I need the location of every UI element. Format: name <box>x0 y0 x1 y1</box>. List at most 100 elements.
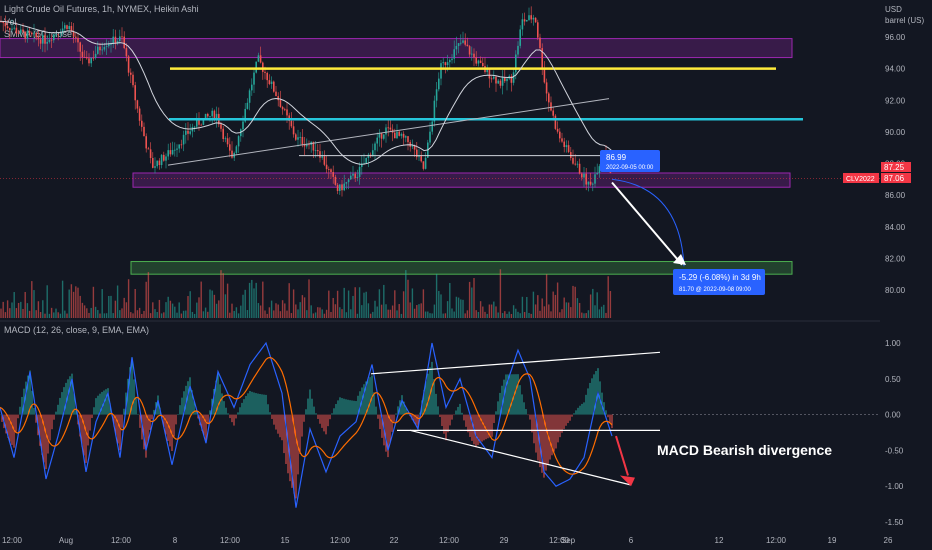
macd-histogram-bar <box>139 414 141 428</box>
macd-histogram-bar <box>99 393 101 415</box>
candle-body <box>57 33 59 35</box>
volume-bar <box>501 313 504 318</box>
volume-bar <box>233 310 235 318</box>
macd-histogram-bar <box>115 414 117 436</box>
volume-bar <box>231 303 233 318</box>
candle-body <box>83 57 86 58</box>
macd-histogram-bar <box>581 403 583 415</box>
volume-bar <box>242 294 244 318</box>
candle-body <box>114 36 117 44</box>
candle-body <box>92 57 95 59</box>
volume-bar <box>464 313 466 318</box>
macd-histogram-bar <box>577 407 579 415</box>
macd-histogram-bar <box>547 414 549 465</box>
macd-histogram-bar <box>163 414 165 427</box>
macd-histogram-bar <box>367 379 369 415</box>
volume-bar <box>592 288 594 318</box>
candle-body <box>235 146 238 153</box>
candle-body <box>567 145 570 153</box>
candle-body <box>154 166 156 168</box>
candle-body <box>506 78 508 82</box>
macd-histogram-bar <box>333 408 335 415</box>
candle-body <box>145 136 147 149</box>
candle-body <box>548 93 550 103</box>
macd-histogram-bar <box>585 394 587 415</box>
candle-body <box>167 150 169 157</box>
candle-body <box>352 173 354 176</box>
macd-histogram-bar <box>489 414 491 438</box>
volume-bar <box>125 302 128 318</box>
macd-histogram-bar <box>359 391 361 415</box>
candle-body <box>277 96 279 101</box>
time-tick-label: 12:00 <box>220 536 241 545</box>
volume-bar <box>28 310 31 318</box>
macd-histogram-bar <box>325 414 327 435</box>
macd-histogram-bar <box>251 391 253 415</box>
volume-bar <box>138 307 141 318</box>
price-tick-label: 90.00 <box>885 128 906 137</box>
candle-body <box>198 118 200 125</box>
volume-bar <box>409 302 411 318</box>
macd-histogram-bar <box>343 398 345 415</box>
time-tick-label: 8 <box>173 536 178 545</box>
candle-body <box>229 144 231 151</box>
volume-bar <box>215 303 218 318</box>
volume-bar <box>563 297 565 318</box>
candle-body <box>248 90 251 103</box>
volume-bar <box>598 309 601 318</box>
volume-bar <box>301 295 304 318</box>
candle-body <box>48 39 51 42</box>
candle-body <box>556 128 559 132</box>
candle-body <box>477 60 480 64</box>
volume-bar <box>609 291 612 318</box>
macd-histogram-bar <box>59 397 61 415</box>
candle-body <box>209 116 211 118</box>
macd-histogram-bar <box>143 414 145 450</box>
volume-bar <box>477 311 480 318</box>
macd-histogram-bar <box>517 374 519 415</box>
candle-body <box>152 158 154 168</box>
candle-body <box>262 62 264 72</box>
price-tick-label: 84.00 <box>885 223 906 232</box>
candle-body <box>317 150 319 152</box>
volume-bar <box>75 286 77 318</box>
axis-unit-usd: USD <box>885 5 902 14</box>
volume-bar <box>94 306 97 318</box>
macd-histogram-bar <box>281 414 283 441</box>
macd-histogram-bar <box>47 414 49 454</box>
volume-bar <box>246 310 249 318</box>
macd-histogram-bar <box>237 412 239 415</box>
smma-label: SMMA (50, close) <box>4 29 76 39</box>
volume-bar <box>290 313 293 318</box>
macd-histogram-bar <box>465 414 467 427</box>
volume-bar <box>387 309 389 318</box>
time-tick-label: Aug <box>59 536 73 545</box>
macd-histogram-bar <box>137 414 139 415</box>
candle-body <box>255 61 257 73</box>
macd-histogram-bar <box>35 414 37 423</box>
volume-bar <box>136 310 139 318</box>
volume-bar <box>310 305 312 318</box>
candle-body <box>479 60 482 63</box>
candle-body <box>77 37 79 43</box>
volume-bar <box>468 281 471 318</box>
macd-histogram-bar <box>269 412 271 415</box>
candle-body <box>453 49 455 59</box>
volume-bar <box>226 283 229 318</box>
macd-histogram-bar <box>203 414 205 436</box>
volume-bar <box>435 273 438 318</box>
candle-body <box>365 158 367 164</box>
macd-histogram-bar <box>253 392 255 415</box>
volume-bar <box>134 288 136 318</box>
macd-histogram-bar <box>41 414 43 455</box>
volume-bar <box>50 307 53 318</box>
candle-body <box>323 156 326 165</box>
candle-body <box>268 80 271 84</box>
macd-histogram-bar <box>135 398 137 415</box>
volume-bar <box>193 313 196 318</box>
candle-body <box>405 136 407 138</box>
macd-histogram-bar <box>299 414 301 454</box>
volume-bar <box>374 300 376 318</box>
macd-histogram-bar <box>317 414 319 419</box>
